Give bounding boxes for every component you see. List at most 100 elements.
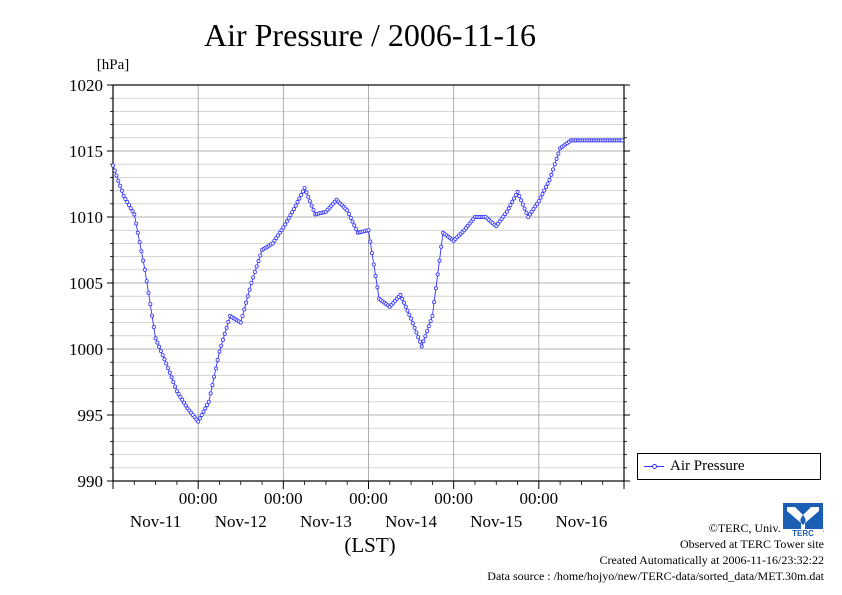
data-point — [407, 312, 412, 317]
data-point — [508, 203, 513, 208]
data-point — [432, 300, 437, 305]
x-day-label: Nov-14 — [385, 512, 437, 531]
data-point — [158, 348, 163, 353]
data-point — [426, 324, 431, 329]
data-point — [123, 196, 128, 201]
data-point — [433, 286, 438, 291]
data-point — [199, 412, 204, 417]
data-point — [300, 189, 305, 194]
data-point — [416, 335, 421, 340]
y-tick-label: 1015 — [69, 142, 103, 161]
data-point — [524, 210, 529, 215]
data-point — [302, 185, 307, 190]
data-point — [538, 195, 543, 200]
data-point — [352, 223, 357, 228]
data-point — [366, 228, 371, 233]
data-point — [549, 172, 554, 177]
data-point — [531, 207, 536, 212]
data-point — [258, 253, 263, 258]
data-point — [405, 308, 410, 313]
data-point — [206, 399, 211, 404]
data-point — [165, 366, 170, 371]
data-point — [533, 204, 538, 209]
data-point — [146, 290, 151, 295]
data-point — [346, 212, 351, 217]
data-point — [118, 183, 123, 188]
data-point — [111, 163, 116, 168]
data-point — [512, 196, 517, 201]
chart-title: Air Pressure / 2006-11-16 — [204, 17, 536, 53]
y-tick-label: 1005 — [69, 274, 103, 293]
x-time-label: 00:00 — [434, 489, 473, 508]
data-point — [139, 249, 144, 254]
created-text: Created Automatically at 2006-11-16/23:3… — [599, 553, 824, 567]
data-point — [254, 264, 259, 269]
x-time-label: 00:00 — [349, 489, 388, 508]
data-point — [375, 285, 380, 290]
x-day-label: Nov-16 — [555, 512, 607, 531]
data-point — [540, 192, 545, 197]
data-point — [242, 307, 247, 312]
data-point — [522, 206, 527, 211]
data-point — [309, 203, 314, 208]
data-point — [219, 343, 224, 348]
data-point — [552, 162, 557, 167]
y-tick-label: 1010 — [69, 208, 103, 227]
x-axis-title: (LST) — [344, 533, 395, 557]
data-point — [281, 225, 286, 230]
x-day-label: Nov-11 — [130, 512, 181, 531]
data-point — [151, 324, 156, 329]
data-point — [119, 188, 124, 193]
data-point — [130, 209, 135, 214]
data-point — [348, 215, 353, 220]
data-point — [141, 258, 146, 263]
data-point — [153, 336, 158, 341]
data-point — [517, 194, 522, 199]
data-point — [371, 262, 376, 267]
data-point — [354, 227, 359, 232]
data-point — [542, 188, 547, 193]
data-point — [551, 167, 556, 172]
data-point — [226, 319, 231, 324]
data-point — [528, 212, 533, 217]
data-point — [620, 138, 625, 143]
data-point — [284, 219, 289, 224]
legend-marker-swatch — [652, 464, 657, 469]
data-point — [275, 233, 280, 238]
data-point — [155, 340, 160, 345]
data-point — [307, 199, 312, 204]
data-point — [306, 194, 311, 199]
data-point — [526, 214, 531, 219]
data-point — [171, 379, 176, 384]
data-point — [428, 319, 433, 324]
data-point — [435, 272, 440, 277]
data-point — [208, 391, 213, 396]
data-point — [217, 349, 222, 354]
data-point — [350, 219, 355, 224]
data-point — [204, 403, 209, 408]
data-point — [222, 331, 227, 336]
data-point — [157, 344, 162, 349]
data-point — [144, 279, 149, 284]
observed-text: Observed at TERC Tower site — [679, 537, 824, 551]
data-point — [251, 275, 256, 280]
data-point — [288, 213, 293, 218]
data-point — [112, 168, 117, 173]
data-point — [134, 221, 139, 226]
data-point — [215, 357, 220, 362]
data-point — [160, 353, 165, 358]
data-point — [238, 320, 243, 325]
data-point — [137, 240, 142, 245]
data-point — [127, 203, 132, 208]
data-point — [398, 292, 403, 297]
data-point — [176, 392, 181, 397]
y-tick-label: 1020 — [69, 76, 103, 95]
data-point — [240, 313, 245, 318]
data-point — [224, 325, 229, 330]
data-point — [245, 294, 250, 299]
data-point — [270, 241, 275, 246]
data-point — [244, 300, 249, 305]
data-point — [430, 313, 435, 318]
copyright-text: ©TERC, Univ. Tsukuba — [708, 521, 824, 535]
